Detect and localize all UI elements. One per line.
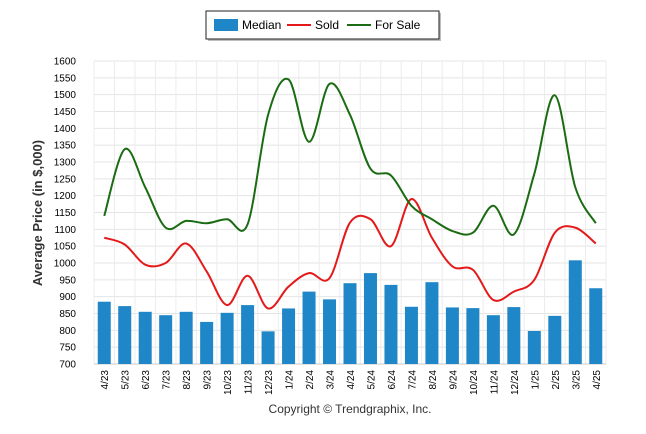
x-tick-label: 9/23 xyxy=(203,370,214,390)
x-tick-label: 8/23 xyxy=(182,370,193,390)
y-tick-label: 1250 xyxy=(54,174,77,185)
median-bar xyxy=(384,284,398,364)
x-tick-label: 1/25 xyxy=(530,370,541,390)
median-bar xyxy=(466,308,480,364)
median-bar xyxy=(507,307,521,364)
x-tick-label: 11/24 xyxy=(489,370,500,395)
x-tick-label: 8/24 xyxy=(428,370,439,390)
median-bar xyxy=(343,283,357,364)
median-bar xyxy=(323,299,337,364)
x-tick-label: 11/23 xyxy=(244,370,255,395)
median-bar xyxy=(200,321,214,364)
x-tick-label: 4/25 xyxy=(592,370,603,390)
for-sale-line xyxy=(103,77,597,236)
median-bar xyxy=(589,288,603,364)
x-tick-label: 2/25 xyxy=(551,370,562,390)
y-tick-label: 1350 xyxy=(54,141,77,152)
y-tick-label: 1600 xyxy=(54,57,77,68)
median-bar xyxy=(159,315,173,364)
y-tick-label: 1300 xyxy=(54,158,77,169)
median-bar xyxy=(425,282,439,364)
sold-line xyxy=(103,198,597,310)
median-bar xyxy=(261,331,275,364)
x-tick-label: 12/24 xyxy=(510,370,521,395)
y-tick-label: 950 xyxy=(59,275,76,286)
legend: Median Sold For Sale xyxy=(205,10,441,41)
median-bars xyxy=(97,260,603,364)
median-bar xyxy=(282,308,296,364)
y-tick-label: 700 xyxy=(59,360,76,371)
legend-swatch xyxy=(214,19,238,31)
y-tick-label: 1500 xyxy=(54,90,77,101)
x-tick-label: 7/23 xyxy=(162,370,173,390)
median-bar xyxy=(568,260,582,364)
y-axis-title: Average Price (in $,000) xyxy=(30,140,45,286)
legend-label: For Sale xyxy=(375,18,421,32)
median-bar xyxy=(138,311,152,364)
gridlines xyxy=(93,60,607,365)
legend-label: Sold xyxy=(315,18,339,32)
copyright-text: Copyright © Trendgraphix, Inc. xyxy=(269,402,432,416)
y-tick-label: 1000 xyxy=(54,259,77,270)
median-bar xyxy=(445,307,459,364)
median-bar xyxy=(241,305,255,364)
y-tick-label: 1050 xyxy=(54,242,77,253)
y-axis-ticks: 700 750 800 850 900 950 1000 1050 1100 1150 1200 12… xyxy=(54,57,77,371)
y-tick-label: 1150 xyxy=(54,208,76,219)
x-tick-label: 5/23 xyxy=(121,370,132,390)
y-tick-label: 1400 xyxy=(54,124,77,135)
x-tick-label: 6/24 xyxy=(387,370,398,390)
y-tick-label: 1550 xyxy=(54,73,77,84)
x-tick-label: 5/24 xyxy=(366,370,377,390)
x-tick-label: 7/24 xyxy=(407,370,418,390)
y-tick-label: 850 xyxy=(59,309,76,320)
x-tick-label: 10/24 xyxy=(469,370,480,395)
y-tick-label: 1450 xyxy=(54,107,77,118)
median-bar xyxy=(363,273,377,364)
series-lines xyxy=(103,77,597,310)
x-axis-ticks: 4/23 5/23 6/23 7/23 8/23 9/23 10/23 11/23 12/23 1… xyxy=(100,370,603,395)
median-bar xyxy=(97,301,111,364)
x-tick-label: 4/24 xyxy=(346,370,357,390)
median-bar xyxy=(404,306,418,364)
legend-box xyxy=(205,10,440,40)
x-tick-label: 10/23 xyxy=(223,370,234,395)
median-bar xyxy=(486,315,500,364)
y-tick-label: 800 xyxy=(59,326,76,337)
y-tick-label: 1200 xyxy=(54,191,77,202)
y-tick-label: 900 xyxy=(59,292,76,303)
y-tick-label: 750 xyxy=(59,343,76,354)
x-tick-label: 2/24 xyxy=(305,370,316,390)
x-tick-label: 1/24 xyxy=(285,370,296,390)
legend-label: Median xyxy=(242,18,281,32)
median-bar xyxy=(548,315,562,364)
x-tick-label: 4/23 xyxy=(100,370,111,390)
median-bar xyxy=(179,311,193,364)
x-tick-label: 3/25 xyxy=(571,370,582,390)
x-tick-label: 12/23 xyxy=(264,370,275,395)
median-bar xyxy=(118,306,132,364)
median-bar xyxy=(220,312,234,364)
y-tick-label: 1100 xyxy=(54,225,76,236)
x-tick-label: 3/24 xyxy=(326,370,337,390)
median-bar xyxy=(527,331,541,364)
x-tick-label: 9/24 xyxy=(448,370,459,390)
median-bar xyxy=(302,291,316,364)
x-tick-label: 6/23 xyxy=(141,370,152,390)
